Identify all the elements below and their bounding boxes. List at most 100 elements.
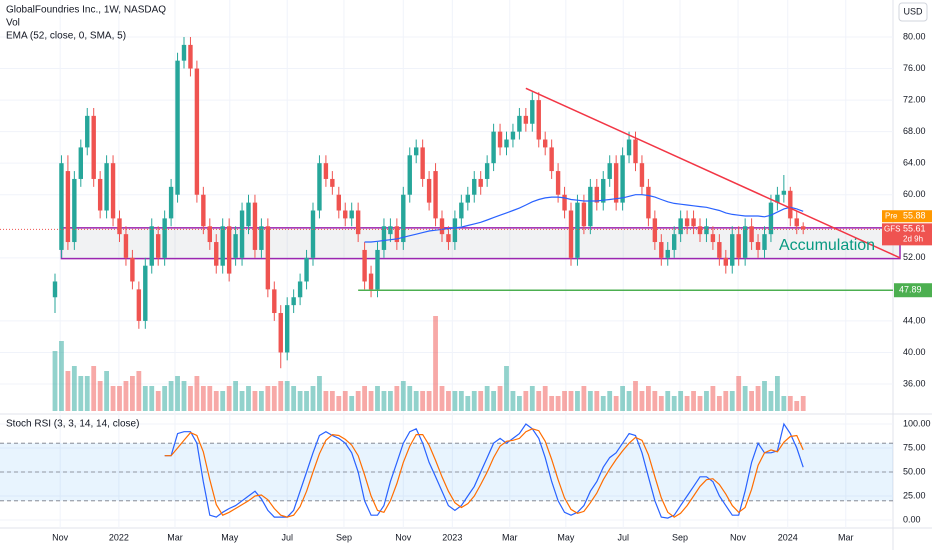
volume-bar [317,376,322,411]
x-tick-label: Mar [167,532,183,542]
ema-line [364,194,804,243]
candle-body [426,178,432,203]
candle-body [104,163,109,211]
candle-body [665,249,670,258]
candle-body [265,226,271,290]
candle-body [588,186,593,227]
volume-bar [639,391,645,411]
candle-body [362,249,367,282]
candle-body [607,163,612,179]
volume-bar [252,391,258,411]
candle-body [304,257,309,282]
candle-body [310,210,316,258]
candle-body [678,218,683,235]
candle-body [568,210,574,258]
volume-bar [749,391,754,411]
volume-bar [213,391,219,411]
x-tick-label: Nov [395,532,412,542]
stoch-tick-label: 100.00 [903,418,931,428]
volume-bar [652,391,658,411]
volume-bar [149,386,155,411]
candle-body [626,139,632,156]
candle-body [736,234,741,258]
volume-bar [355,391,361,411]
volume-bar [729,391,735,411]
volume-bar [342,391,348,411]
last-value: 55.61 [903,224,926,234]
x-tick-label: Jul [617,532,629,542]
volume-bar [278,381,284,411]
volume-bar [84,376,90,411]
currency-box[interactable] [898,2,928,22]
support-tag [894,283,932,298]
volume-bar [59,341,64,411]
volume-bar [284,381,290,411]
last-tag [882,223,932,246]
volume-bar [678,391,684,411]
volume-bar [633,381,638,411]
candle-body [465,194,470,203]
volume-bar [620,386,625,411]
volume-bar [504,366,509,411]
volume-bar [65,371,71,411]
premarket-value: 55.88 [903,211,926,221]
volume-bar [536,391,542,411]
x-tick-label: 2022 [109,532,129,542]
volume-bar [491,391,496,411]
volume-bar [755,386,761,411]
candle-body [543,139,548,148]
volume-bar [452,391,458,411]
candle-body [697,226,703,235]
candle-body [233,234,238,258]
volume-bar [420,391,426,411]
volume-bar [723,391,729,411]
volume-bar [207,386,213,411]
candle-body [343,210,348,219]
candle-body [143,265,148,321]
candle-body [794,218,799,227]
candle-body [594,186,599,203]
currency: USD [903,6,923,16]
x-tick-label: 2024 [778,532,798,542]
candle-body [504,139,509,148]
candle-body [788,190,793,219]
volume-bar [349,396,355,411]
candle-body [149,226,154,266]
volume-bar [704,391,709,411]
volume-bar [439,386,445,411]
volume-bar [226,386,232,411]
volume-bar [794,401,800,411]
volume-bar [478,391,484,411]
candle-body [523,115,529,124]
volume-bar [155,391,161,411]
volume-bar [110,386,116,411]
candle-body [156,234,161,258]
volume-bar [710,386,716,411]
x-tick-label: Sep [336,532,352,542]
candle-body [459,202,464,219]
candle-body [59,163,64,250]
volume-bar [555,396,561,411]
y-tick-label: 68.00 [903,126,926,136]
y-tick-label: 40.00 [903,347,926,357]
y-tick-label: 60.00 [903,189,926,199]
volume-bar [446,391,451,411]
candle-body [723,257,728,266]
volume-bar [265,386,271,411]
volume-bar [71,366,77,411]
volume-bar [246,386,251,411]
y-tick-label: 80.00 [903,31,926,41]
candle-body [433,171,438,219]
volume-bar [78,376,84,411]
volume-bar [658,396,664,411]
candle-body [123,234,129,258]
volume-bar [465,396,471,411]
candle-body [85,115,90,148]
volume-bar [458,391,464,411]
candle-body [272,289,277,314]
candle-body [749,226,754,243]
candle-body [368,273,374,290]
volume-bar [304,391,309,411]
